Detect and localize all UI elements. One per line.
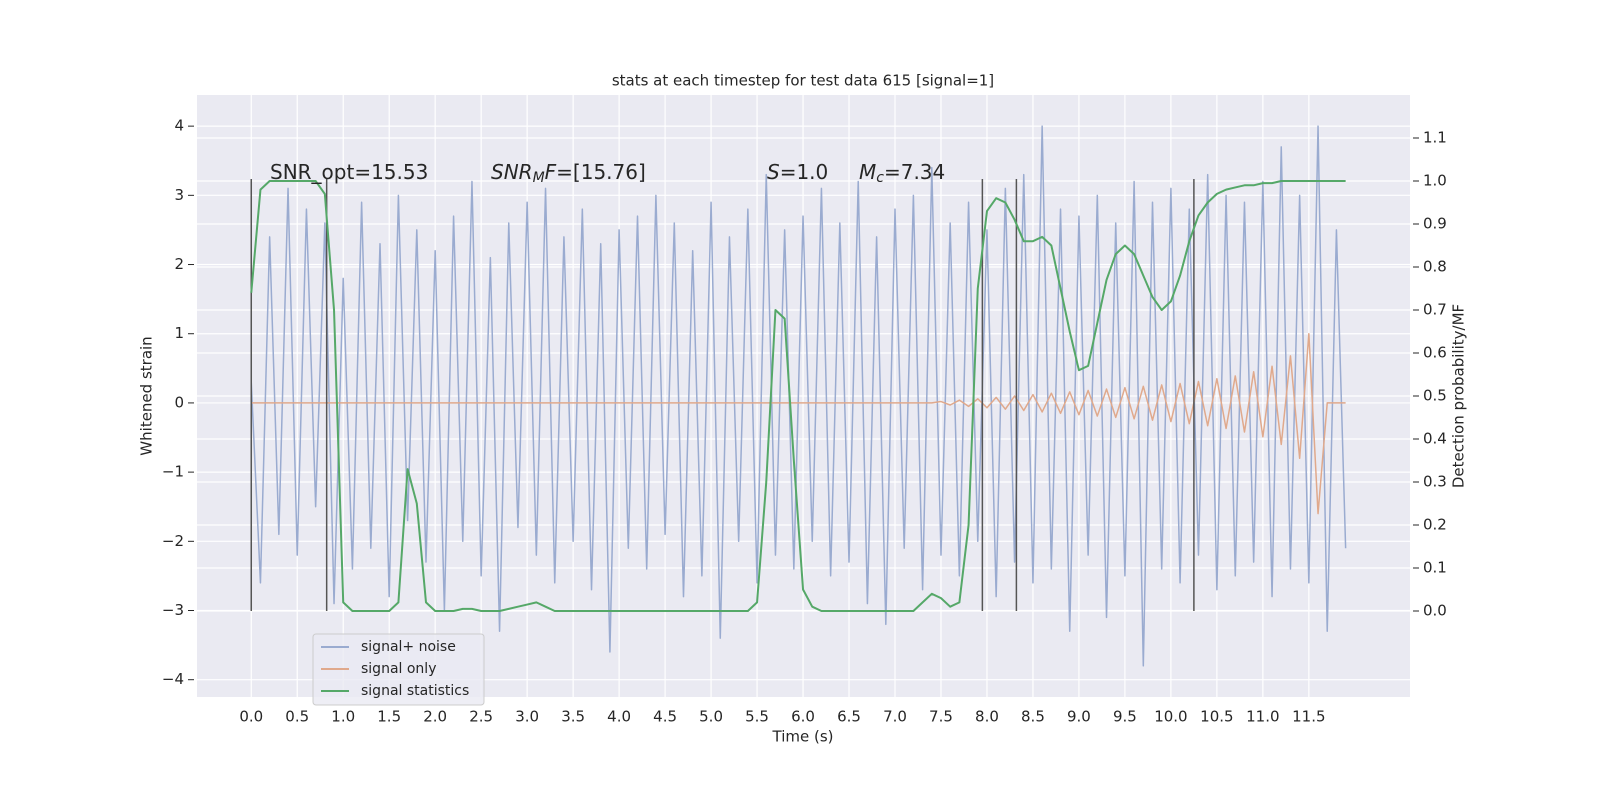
series-line: [250, 180, 1346, 612]
annotation: Mc=7.34: [859, 160, 945, 187]
y2-tick-label: 0.3: [1423, 473, 1447, 491]
y-tick-label: −4: [162, 670, 184, 688]
x-tick-label: 6.5: [837, 708, 861, 726]
legend-label: signal only: [361, 661, 436, 677]
y2-tick-label: 0.0: [1423, 602, 1447, 620]
y-tick-label: 3: [174, 186, 184, 204]
marks: [250, 125, 1347, 667]
annotation: S=1.0: [767, 160, 828, 184]
legend-box: [312, 633, 485, 706]
y-tick-label: −2: [162, 532, 184, 550]
x-tick-label: 3.0: [515, 708, 539, 726]
series-line: [250, 125, 1347, 667]
x-tick-label: 6.0: [791, 708, 815, 726]
y-tick-label: −1: [162, 463, 184, 481]
annotation-part: c: [876, 170, 884, 186]
y2-tick-label: 0.5: [1423, 387, 1447, 405]
y-tick-label: 0: [174, 393, 184, 411]
ticks: 0.0 0.5 1.0 1.5 2.0 2.5 3.0 3.5 4.0 4.5 5.0 5.5 6.0 6…: [162, 117, 1447, 726]
y-tick-label: 4: [174, 117, 184, 135]
annotation-part: M: [533, 170, 545, 186]
annotation-part: =7.34: [884, 160, 945, 184]
annotation-part: =1.0: [780, 160, 829, 184]
x-tick-label: 9.0: [1067, 708, 1091, 726]
y2-tick-label: 0.8: [1423, 258, 1447, 276]
annotation-part: S: [767, 160, 780, 184]
x-tick-label: 4.0: [607, 708, 631, 726]
annotation-part: M: [859, 160, 876, 184]
x-tick-label: 4.5: [653, 708, 677, 726]
x-tick-label: 7.0: [883, 708, 907, 726]
annotation-part: SNR: [491, 160, 533, 184]
chart-title: stats at each timestep for test data 615…: [612, 72, 994, 90]
x-tick-label: 3.5: [561, 708, 585, 726]
x-tick-label: 5.0: [699, 708, 723, 726]
x-tick-label: 1.0: [331, 708, 355, 726]
x-tick-label: 11.0: [1246, 708, 1279, 726]
y-tick-label: 1: [174, 324, 184, 342]
annotation-part: =[15.76]: [556, 160, 646, 184]
x-tick-label: 7.5: [929, 708, 953, 726]
y2-tick-label: 0.6: [1423, 344, 1447, 362]
annotation-part: SNR_opt=15.53: [270, 160, 428, 184]
y2-axis-label: Detection probability/MF: [1450, 304, 1468, 488]
y2-tick-label: 0.1: [1423, 559, 1447, 577]
x-tick-label: 2.5: [469, 708, 493, 726]
y2-tick-label: 0.4: [1423, 430, 1447, 448]
x-tick-label: 10.0: [1154, 708, 1187, 726]
x-tick-label: 0.5: [285, 708, 309, 726]
y2-tick-label: 1.0: [1423, 172, 1447, 190]
annotation: SNRMF=[15.76]: [491, 160, 646, 187]
y-tick-label: −3: [162, 601, 184, 619]
y-tick-label: 2: [174, 255, 184, 273]
x-tick-label: 8.0: [975, 708, 999, 726]
y2-tick-label: 0.2: [1423, 516, 1447, 534]
x-tick-label: 8.5: [1021, 708, 1045, 726]
x-tick-label: 5.5: [745, 708, 769, 726]
x-tick-label: 2.0: [423, 708, 447, 726]
x-tick-label: 9.5: [1113, 708, 1137, 726]
y2-tick-label: 0.7: [1423, 301, 1447, 319]
x-axis-label: Time (s): [772, 728, 834, 746]
series-line: [251, 332, 1346, 515]
y-axis-label: Whitened strain: [138, 336, 156, 455]
x-tick-label: 10.5: [1200, 708, 1233, 726]
x-tick-label: 1.5: [377, 708, 401, 726]
annotation: SNR_opt=15.53: [270, 160, 428, 184]
legend: signal+ noise signal only signal statistic…: [312, 633, 485, 706]
legend-label: signal statistics: [361, 683, 469, 699]
x-tick-label: 0.0: [239, 708, 263, 726]
x-tick-label: 11.5: [1292, 708, 1325, 726]
y2-tick-label: 0.9: [1423, 215, 1447, 233]
y2-tick-label: 1.1: [1423, 129, 1447, 147]
legend-label: signal+ noise: [361, 639, 456, 655]
annotation-part: F: [545, 160, 557, 184]
